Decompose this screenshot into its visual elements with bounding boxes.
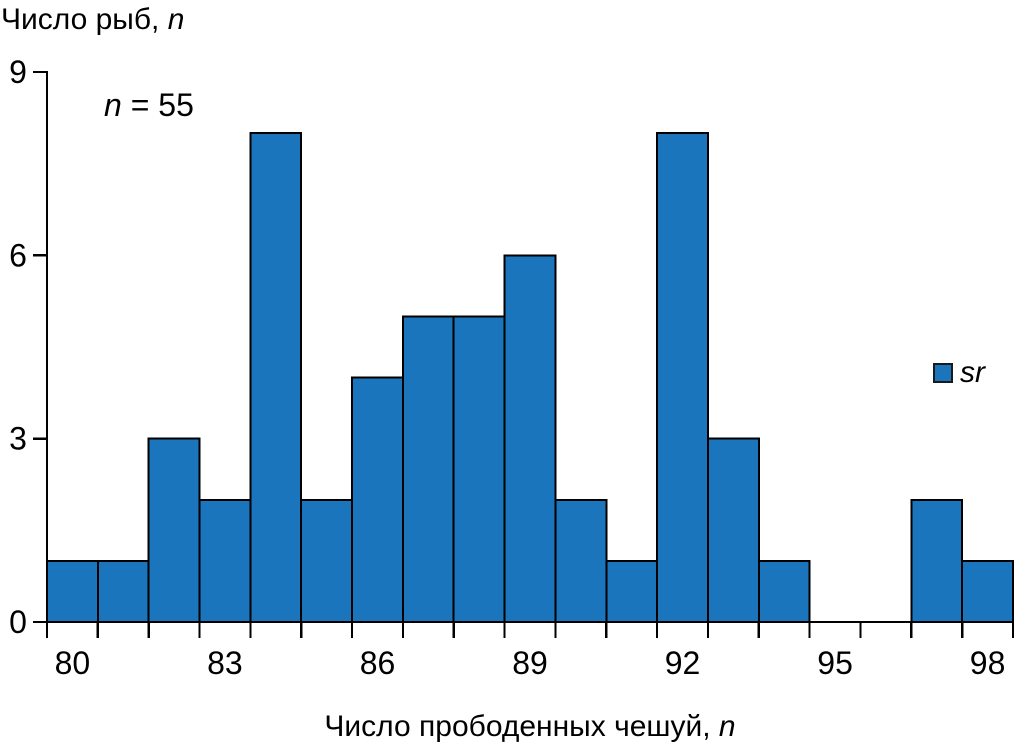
legend: sr [933, 358, 985, 388]
bar-87 [401, 315, 455, 623]
y-tick-label-0: 0 [9, 604, 27, 640]
y-tick-label-9: 9 [9, 54, 27, 90]
bar-97 [910, 498, 964, 623]
y-axis-title-variable: n [167, 3, 185, 36]
bar-83 [198, 498, 252, 623]
bar-80 [46, 559, 99, 624]
x-axis-title: Число прободенных чешуй, n [47, 710, 1013, 744]
bar-94 [757, 559, 811, 624]
x-tick-label-98: 98 [970, 645, 1006, 681]
bar-98 [961, 559, 1014, 624]
bar-92 [656, 132, 709, 624]
y-axis-title-text: Число рыб, [1, 3, 168, 36]
y-axis-title: Число рыб, n [1, 3, 184, 37]
x-tick-label-83: 83 [207, 645, 243, 681]
x-tick-label-80: 80 [55, 645, 91, 681]
x-tick-label-92: 92 [665, 645, 701, 681]
y-tick-label-3: 3 [9, 421, 27, 457]
bar-86 [351, 376, 404, 623]
bar-84 [249, 132, 303, 624]
bar-89 [503, 254, 557, 624]
x-axis-title-variable: n [718, 710, 736, 743]
y-tick-label-6: 6 [9, 237, 27, 273]
legend-label: sr [960, 356, 985, 389]
bar-88 [452, 315, 506, 623]
bar-93 [706, 437, 760, 624]
bar-90 [554, 498, 608, 623]
bar-82 [147, 437, 201, 624]
legend-swatch-icon [933, 363, 953, 383]
bar-81 [96, 559, 150, 624]
bar-85 [300, 498, 354, 623]
sample-size-value: = 55 [121, 87, 194, 123]
sample-size-variable: n [104, 87, 122, 123]
x-tick-label-89: 89 [512, 645, 548, 681]
x-tick-label-95: 95 [817, 645, 853, 681]
sample-size-annotation: n = 55 [104, 87, 194, 124]
x-tick-label-86: 86 [360, 645, 396, 681]
bar-91 [605, 559, 659, 624]
x-axis-title-text: Число прободенных чешуй, [324, 710, 719, 743]
